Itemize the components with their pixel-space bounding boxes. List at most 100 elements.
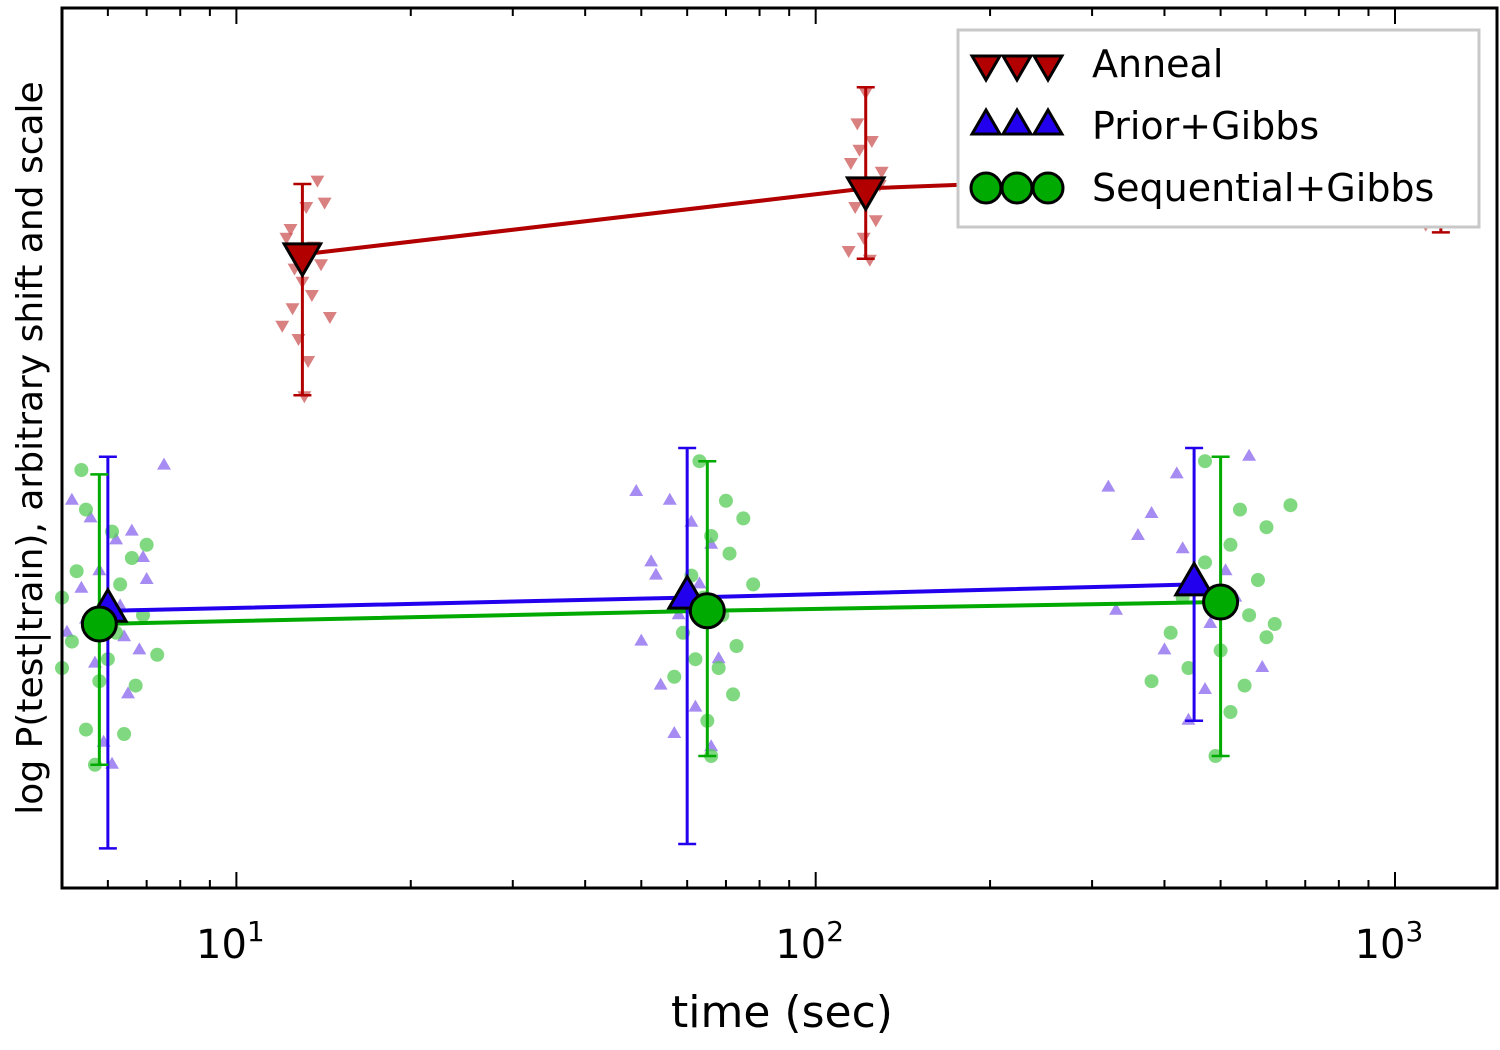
seq-point — [128, 678, 143, 693]
prior-point — [121, 686, 135, 699]
seq-point — [711, 661, 726, 675]
anneal-point — [317, 197, 332, 210]
prior-point — [136, 550, 150, 562]
legend-anneal-marker — [1031, 54, 1065, 83]
prior-point — [1218, 563, 1233, 576]
anneal-point — [848, 202, 863, 214]
seq-point — [1259, 630, 1274, 645]
seq-point — [69, 564, 84, 579]
seq-mean-marker — [1202, 583, 1240, 621]
seq-point — [78, 722, 93, 737]
anneal-point — [856, 232, 871, 245]
prior-point — [60, 624, 74, 637]
anneal-point — [852, 144, 867, 157]
seq-point — [117, 727, 132, 741]
prior-point — [653, 677, 668, 690]
prior-point — [117, 629, 132, 642]
anneal-point — [279, 232, 294, 245]
prior-point — [1109, 602, 1124, 615]
anneal-mean-marker — [844, 176, 887, 213]
prior-point — [64, 492, 79, 505]
ticks: 101 102 103 — [61, 8, 1424, 968]
anneal-point — [301, 356, 316, 368]
prior-mean-marker — [1173, 560, 1215, 597]
seq-point — [150, 647, 165, 662]
seq-point — [64, 634, 79, 649]
seq-point — [139, 537, 154, 552]
x-tick-label: 103 — [1355, 915, 1424, 968]
legend-seq-marker — [1031, 171, 1065, 205]
prior-point — [1101, 479, 1116, 492]
legend-seq-marker — [1000, 171, 1034, 205]
legend-prior-marker — [969, 107, 1003, 136]
legend-seq-marker — [969, 171, 1003, 205]
y-axis-label: log P(test|train), arbitrary shift and s… — [10, 81, 51, 814]
legend-label-seq: Sequential+Gibbs — [1092, 166, 1434, 210]
anneal-point — [843, 158, 858, 170]
seq-point — [1223, 705, 1238, 719]
prior-point — [629, 484, 644, 496]
seq-point — [722, 546, 737, 561]
prior-point — [692, 576, 707, 589]
legend-prior-marker — [1000, 107, 1034, 136]
seq-point — [1237, 678, 1252, 693]
prior-point — [667, 726, 682, 738]
prior-point — [662, 492, 677, 505]
seq-point — [1242, 608, 1257, 623]
seq-point — [1267, 617, 1282, 631]
seq-point — [746, 577, 761, 592]
seq-point — [1250, 573, 1265, 587]
seq-point — [1232, 502, 1247, 517]
seq-point — [1198, 454, 1213, 469]
prior-point — [74, 580, 89, 593]
seq-mean-marker — [80, 605, 118, 643]
legend-anneal-marker — [1000, 54, 1034, 83]
legend-prior-marker — [1031, 107, 1065, 136]
anneal-point — [322, 312, 337, 324]
prior-point — [688, 699, 703, 712]
x-tick-label: 102 — [775, 915, 844, 968]
prior-point — [109, 532, 124, 545]
seq-point — [78, 502, 93, 517]
prior-point — [634, 633, 649, 646]
anneal-point — [864, 136, 879, 148]
seq-point — [718, 493, 733, 508]
seq-point — [124, 551, 139, 565]
anneal-point — [868, 215, 883, 228]
seq-point — [113, 577, 128, 592]
anneal-point — [297, 391, 312, 404]
anneal-point — [285, 303, 300, 316]
prior-point — [1130, 528, 1145, 540]
anneal-point — [314, 259, 328, 272]
prior-point — [1157, 642, 1172, 655]
anneal-point — [310, 175, 325, 188]
prior-point — [157, 457, 171, 470]
seq-point — [736, 511, 751, 526]
seq-mean-marker — [688, 592, 726, 630]
prior-point — [1255, 660, 1270, 672]
prior-point — [711, 651, 726, 664]
prior-point — [132, 642, 147, 655]
seq-point — [1198, 555, 1213, 570]
seq-point — [726, 687, 741, 702]
prior-point — [1144, 506, 1159, 518]
seq-point — [1259, 520, 1274, 535]
prior-point — [1198, 682, 1212, 694]
prior-point — [124, 523, 139, 536]
seq-point — [729, 639, 744, 653]
x-axis-label: time (sec) — [671, 987, 893, 1038]
prior-point — [139, 572, 154, 584]
anneal-mean-marker — [281, 242, 324, 279]
seq-point — [1283, 498, 1298, 513]
seq-point — [1144, 674, 1159, 689]
anneal-point — [850, 118, 865, 131]
prior-point — [649, 567, 663, 580]
prior-point — [1169, 466, 1184, 479]
prior-point — [1242, 448, 1257, 461]
seq-point — [1223, 537, 1238, 552]
prior-point — [1175, 541, 1190, 554]
prior-point — [644, 554, 659, 567]
seq-point — [1181, 661, 1196, 675]
prior-point — [83, 510, 98, 523]
